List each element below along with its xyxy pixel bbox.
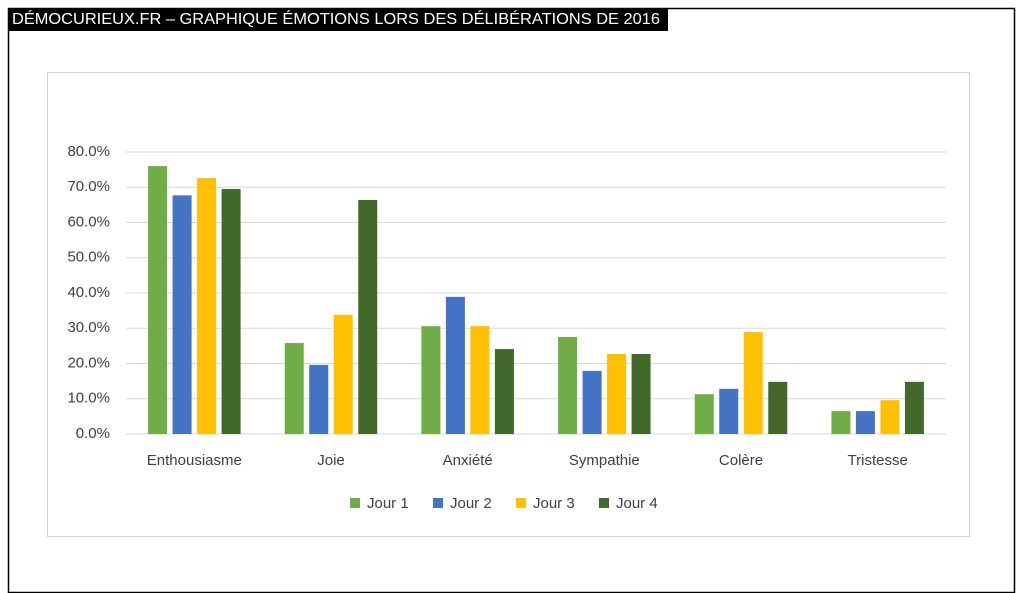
bar: [284, 343, 304, 434]
legend-swatch: [350, 498, 360, 508]
bar: [445, 296, 465, 434]
bar: [172, 195, 192, 434]
bar: [558, 337, 578, 434]
y-tick-label: 40.0%: [67, 284, 110, 301]
y-tick-label: 70.0%: [67, 178, 110, 195]
legend-label: Jour 3: [533, 495, 575, 512]
bar: [582, 370, 602, 434]
bar: [855, 411, 875, 434]
bar: [221, 189, 241, 434]
bar: [470, 326, 490, 434]
bar: [719, 388, 739, 434]
bar: [148, 166, 168, 434]
bar: [743, 332, 763, 434]
legend-swatch: [516, 498, 526, 508]
bar: [880, 400, 900, 434]
y-tick-label: 10.0%: [67, 390, 110, 407]
bar: [494, 349, 514, 434]
y-tick-label: 20.0%: [67, 354, 110, 371]
y-tick-label: 50.0%: [67, 249, 110, 266]
x-tick-label: Colère: [719, 452, 763, 469]
bar: [309, 364, 329, 434]
chart-title: DÉMOCURIEUX.FR – GRAPHIQUE ÉMOTIONS LORS…: [12, 9, 660, 28]
bar: [607, 353, 627, 434]
legend-label: Jour 4: [616, 495, 658, 512]
bar: [768, 381, 788, 434]
bar: [904, 381, 924, 434]
title-bar: [8, 8, 668, 31]
bar: [831, 411, 851, 434]
y-tick-label: 80.0%: [67, 143, 110, 160]
bar: [694, 394, 714, 434]
x-tick-label: Enthousiasme: [147, 452, 242, 469]
legend-swatch: [433, 498, 443, 508]
x-tick-label: Joie: [317, 452, 345, 469]
legend-label: Jour 1: [367, 495, 409, 512]
bar: [197, 178, 217, 434]
x-tick-label: Anxiété: [443, 452, 493, 469]
bar: [421, 326, 441, 434]
bar: [631, 353, 651, 434]
bar: [358, 199, 378, 434]
legend-label: Jour 2: [450, 495, 492, 512]
y-tick-label: 30.0%: [67, 319, 110, 336]
y-tick-label: 60.0%: [67, 213, 110, 230]
legend-swatch: [599, 498, 609, 508]
x-tick-label: Sympathie: [569, 452, 640, 469]
bar: [333, 314, 353, 434]
x-tick-label: Tristesse: [848, 452, 908, 469]
y-tick-label: 0.0%: [76, 425, 110, 442]
